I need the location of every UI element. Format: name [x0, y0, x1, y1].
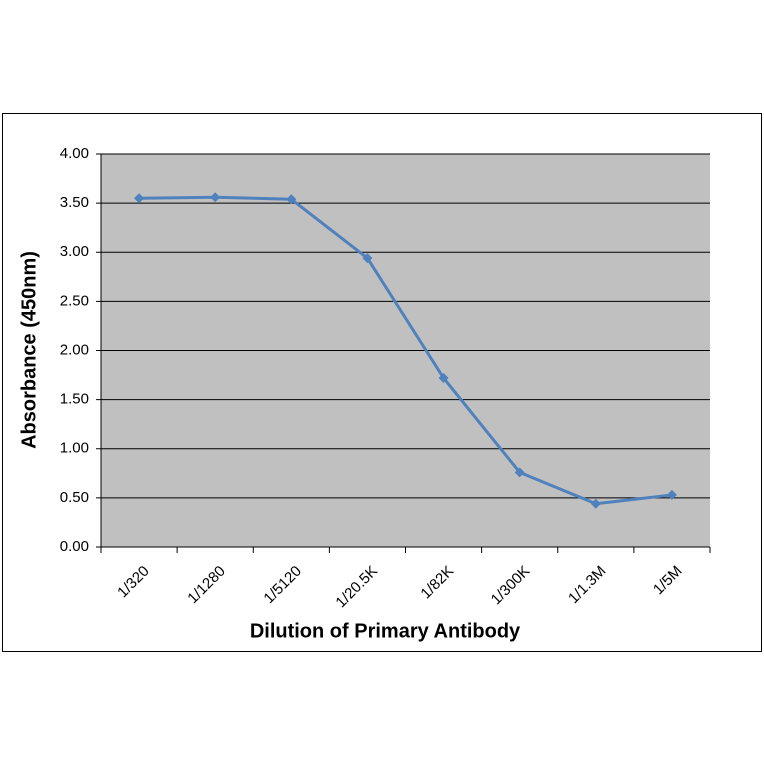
y-tick-label: 3.50 — [60, 194, 89, 211]
y-tick-label: 2.50 — [60, 292, 89, 309]
y-tick-label: 3.00 — [60, 243, 89, 260]
y-tick-label: 2.00 — [60, 341, 89, 358]
data-point — [590, 498, 601, 509]
data-point — [210, 192, 221, 203]
data-point — [134, 193, 145, 204]
data-point — [286, 194, 297, 205]
data-point — [362, 253, 373, 264]
y-tick-label: 1.00 — [60, 440, 89, 457]
data-point — [514, 467, 525, 478]
data-point — [666, 489, 677, 500]
y-tick-label: 0.50 — [60, 489, 89, 506]
y-tick-label: 4.00 — [60, 145, 89, 162]
y-axis-title: Absorbance (450nm) — [18, 251, 40, 449]
x-axis-title: Dilution of Primary Antibody — [250, 620, 521, 642]
data-point — [438, 373, 449, 384]
data-line — [139, 195, 673, 506]
y-tick-label: 0.00 — [60, 538, 89, 555]
y-tick-label: 1.50 — [60, 391, 89, 408]
